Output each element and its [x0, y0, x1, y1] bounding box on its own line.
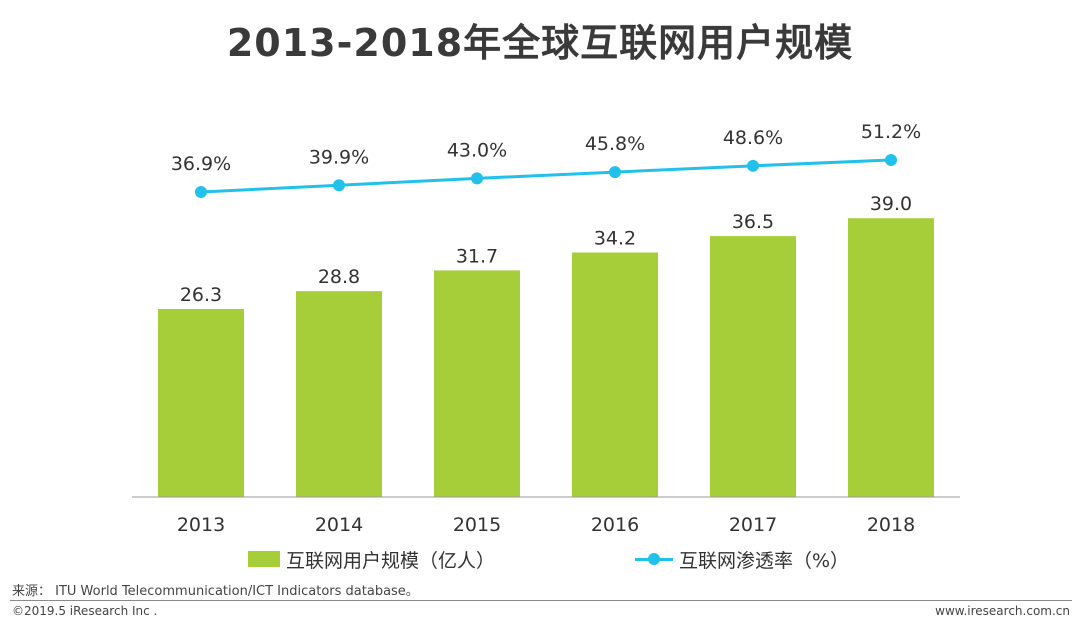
combo-chart: 26.328.831.734.236.539.0 2013 2014 2015 201…: [132, 121, 960, 536]
bar-2013: [158, 309, 244, 497]
bar-2015: [434, 270, 520, 497]
footer-divider: [10, 600, 1072, 601]
bar-value-label-2015: 31.7: [456, 245, 498, 267]
bar-2014: [296, 291, 382, 497]
bar-value-label-2016: 34.2: [594, 228, 636, 250]
line-point-2018: [885, 154, 897, 166]
legend-label-user-scale: 互联网用户规模（亿人）: [286, 549, 496, 572]
x-tick-2017: 2017: [729, 514, 777, 536]
line-point-2017: [747, 159, 759, 172]
line-value-label-2016: 45.8%: [585, 133, 645, 155]
bar-value-label-2014: 28.8: [318, 266, 360, 288]
line-point-2014: [333, 179, 345, 192]
bar-value-label-2018: 39.0: [870, 193, 912, 215]
bar-2018: [848, 218, 934, 497]
bar-value-label-2013: 26.3: [180, 284, 222, 306]
x-tick-2015: 2015: [453, 514, 501, 536]
bar-swatch-icon: [248, 551, 280, 567]
line-value-label-2015: 43.0%: [447, 139, 507, 161]
bars-group: 26.3 28.8 31.7 34.2 36.5 39.0: [158, 193, 934, 497]
line-value-label-2018: 51.2%: [861, 121, 921, 143]
legend-item-user-scale: 互联网用户规模（亿人）: [248, 545, 495, 573]
chart-title: 2013-2018年全球互联网用户规模: [226, 21, 854, 65]
bar-2016: [572, 252, 658, 497]
bar-value-label-2017: 36.5: [732, 211, 774, 233]
line-point-2015: [471, 172, 483, 185]
x-tick-2018: 2018: [867, 514, 915, 536]
x-tick-2016: 2016: [591, 514, 639, 536]
copyright-text: ©2019.5 iResearch Inc .: [12, 604, 158, 618]
x-tick-2013: 2013: [177, 514, 225, 536]
line-value-label-2013: 36.9%: [171, 153, 231, 175]
line-value-label-2014: 39.9%: [309, 146, 369, 168]
line-point-2013: [195, 186, 207, 198]
website-link[interactable]: www.iresearch.com.cn: [935, 604, 1070, 618]
line-marker-icon: [635, 551, 673, 567]
line-value-label-2017: 48.6%: [723, 127, 783, 149]
x-tick-labels: 2013 2014 2015 2016 2017 2018: [177, 514, 915, 536]
legend-label-penetration: 互联网渗透率（%）: [679, 549, 850, 572]
line-series-group: 36.9% 39.9% 43.0% 45.8% 48.6% 51.2%: [171, 121, 921, 198]
source-note: 来源： ITU World Telecommunication/ICT Indi…: [12, 584, 419, 599]
x-tick-2014: 2014: [315, 514, 363, 536]
legend-item-penetration: 互联网渗透率（%）: [635, 545, 849, 573]
bar-2017: [710, 236, 796, 497]
line-point-2016: [609, 166, 621, 179]
penetration-line: [200, 158, 892, 194]
